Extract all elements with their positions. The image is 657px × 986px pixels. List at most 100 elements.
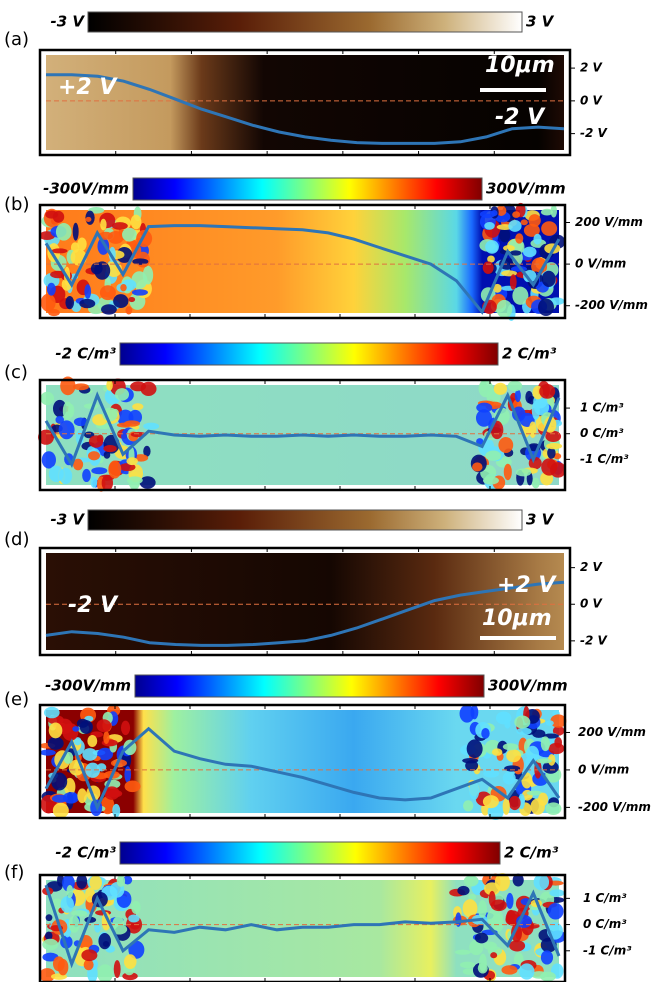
colorbar [119,841,501,865]
map-speckle [538,792,549,806]
map-speckle [76,873,88,889]
map-speckle [519,963,535,980]
annotation: 10μm [482,606,552,631]
map-speckle [89,875,102,890]
map-speckle [101,304,117,315]
map-speckle [48,722,63,739]
map-speckle [508,220,522,232]
map-speckle [498,436,514,454]
map-speckle [506,749,521,763]
map-speckle [73,417,88,427]
map-speckle [509,940,526,952]
map-speckle [97,237,110,255]
map-speckle [97,747,114,761]
map-speckle [39,749,56,756]
map-speckle [94,261,111,280]
profile-line [44,726,561,812]
y-tick-label: 200 V/mm [578,725,646,739]
map-speckle [525,390,533,404]
panel-label: (b) [4,194,29,215]
map-speckle [463,875,479,887]
map-speckle [477,900,487,918]
map-speckle [545,430,562,443]
annotation: +2 V [497,573,557,598]
map-speckle [82,748,98,761]
map-speckle [72,383,89,391]
scale-bar [480,88,546,92]
map-speckle [111,222,128,230]
map-speckle [482,795,499,809]
map-speckle [129,922,141,930]
map-speckle [71,910,88,917]
colorbar-max-label: 2 C/m³ [504,844,559,862]
map-speckle [132,403,144,411]
map-speckle [472,462,483,472]
map-speckle [552,725,565,736]
map-image [46,553,564,650]
map-speckle [503,245,515,252]
y-tick-label: -1 C/m³ [583,943,632,957]
map-speckle [62,723,79,741]
map-speckle [515,468,532,477]
map-speckle [85,762,101,778]
map-speckle [115,388,130,401]
profile-line [44,884,561,969]
map-speckle [42,938,59,951]
map-speckle [130,214,142,230]
map-speckle [541,221,558,236]
map-speckle [523,269,537,283]
map-speckle [478,380,494,398]
map-speckle [125,306,133,315]
map-speckle [40,391,55,406]
colorbar-min-label: -300V/mm [45,677,131,695]
colorbar-max-label: 2 C/m³ [502,345,557,363]
colorbar [119,342,499,366]
map-speckle [103,451,111,459]
map-speckle [516,727,532,736]
map-speckle [96,763,107,772]
map-speckle [550,462,567,478]
map-speckle [106,379,113,391]
colorbar-min-label: -2 C/m³ [55,844,116,862]
y-tick-label: 0 V/mm [578,762,629,776]
map-speckle [545,802,562,815]
colorbar [134,674,485,698]
map-speckle [502,798,510,815]
map-speckle [88,435,104,448]
map-speckle [547,754,556,766]
y-tick-label: 0 V [580,93,604,107]
map-image [46,55,564,150]
colorbar [132,177,483,201]
map-speckle [47,736,64,750]
map-speckle [547,902,564,920]
map-speckle [43,706,60,719]
panel-label: (a) [4,29,29,50]
map-speckle [512,211,521,218]
panel-frame [38,546,572,657]
colorbar-min-label: -3 V [51,13,86,31]
map-speckle [96,719,112,733]
y-tick-label: -1 C/m³ [580,452,629,466]
map-speckle [487,255,495,263]
map-speckle [506,909,516,920]
y-tick-label: 2 V [580,560,604,574]
map-speckle [531,257,548,276]
map-speckle [459,704,475,723]
map-speckle [101,474,114,491]
map-speckle [459,961,476,969]
annotation: -2 V [495,105,546,130]
map-speckle [540,971,556,982]
map-speckle [491,913,504,933]
map-speckle [546,442,563,450]
map-speckle [462,968,475,975]
map-speckle [490,899,507,912]
map-speckle [476,402,493,413]
map-speckle [479,210,496,219]
y-tick-label: -200 V/mm [578,800,651,814]
map-speckle [123,954,137,970]
map-speckle [79,298,96,309]
map-speckle [128,940,145,959]
map-speckle [485,450,502,461]
y-tick-label: 2 V [580,61,604,75]
map-speckle [493,382,508,395]
